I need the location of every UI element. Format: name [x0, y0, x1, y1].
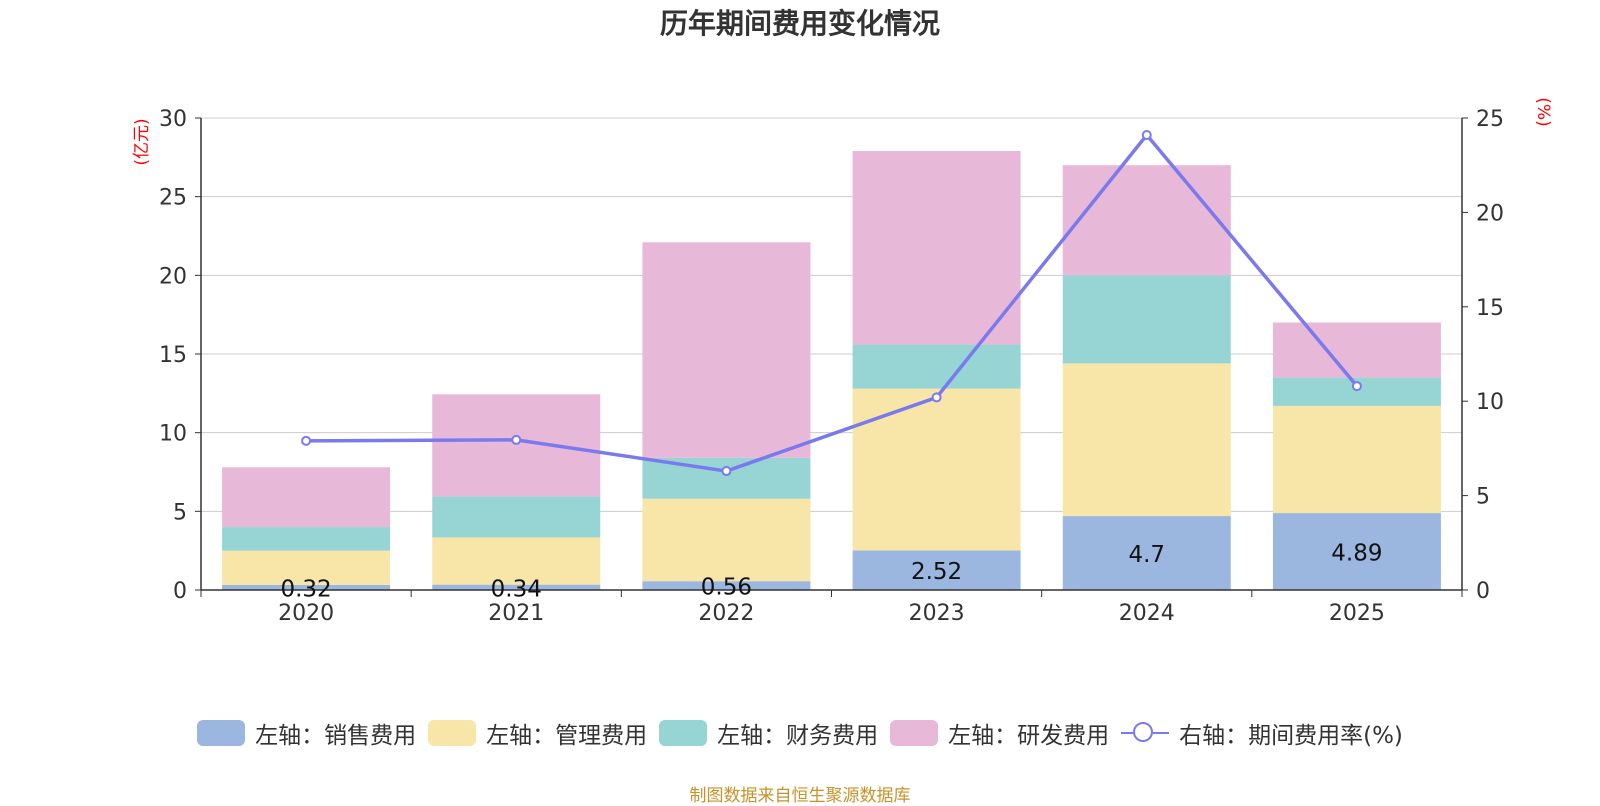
x-tick-label: 2024: [1119, 601, 1175, 626]
y-left-tick-label: 0: [173, 579, 187, 604]
rate-point: [1351, 381, 1362, 392]
y-right-tick-label: 20: [1476, 201, 1504, 226]
y-right-axis-label: (%): [1533, 97, 1553, 126]
bar-segment-0: [1272, 513, 1441, 590]
x-tick-label: 2023: [909, 601, 965, 626]
y-left-tick-label: 30: [159, 107, 187, 132]
x-tick-label: 2022: [698, 601, 754, 626]
bar-value-label: 2.52: [911, 559, 962, 585]
bar-segment-0: [1062, 516, 1231, 590]
legend-swatch-finance: [659, 720, 708, 746]
legend-line-icon: [1121, 720, 1170, 746]
legend-item-rate[interactable]: 右轴：期间费用率(%): [1121, 716, 1403, 750]
rate-point: [301, 435, 312, 446]
y-left-tick-label: 20: [159, 264, 187, 289]
bar-segment-1: [432, 537, 601, 585]
bar-segment-1: [1062, 363, 1231, 517]
rate-point: [931, 392, 942, 403]
bar-segment-2: [642, 457, 811, 499]
y-left-axis-label: (亿元): [132, 118, 152, 165]
legend-label-sales: 左轴：销售费用: [255, 723, 417, 749]
bar-segment-3: [642, 242, 811, 458]
legend-label-rate: 右轴：期间费用率(%): [1179, 723, 1403, 749]
legend-label-admin: 左轴：管理费用: [486, 723, 648, 749]
bar-segment-2: [222, 527, 391, 551]
bar-segment-0: [852, 550, 1021, 590]
legend-item-rnd[interactable]: 左轴：研发费用: [890, 716, 1109, 750]
y-left-tick-label: 15: [159, 343, 187, 368]
legend-swatch-sales: [197, 720, 246, 746]
bar-value-label: 0.34: [491, 576, 542, 602]
y-right-tick-label: 5: [1476, 485, 1490, 510]
bar-value-label: 4.7: [1128, 542, 1165, 568]
bar-segment-1: [852, 388, 1021, 551]
bar-value-label: 4.89: [1331, 541, 1382, 567]
x-tick-label: 2020: [278, 601, 334, 626]
legend-item-finance[interactable]: 左轴：财务费用: [659, 716, 878, 750]
y-left-tick-label: 25: [159, 186, 187, 211]
bar-segment-3: [1272, 322, 1441, 378]
y-left-tick-label: 5: [173, 500, 187, 525]
y-right-tick-label: 10: [1476, 390, 1504, 415]
bar-segment-3: [432, 394, 601, 497]
legend-swatch-rnd: [890, 720, 939, 746]
rate-line: [306, 133, 1359, 473]
bar-segment-3: [1062, 165, 1231, 276]
rate-point: [721, 466, 732, 477]
bar-segment-0: [432, 584, 601, 590]
bar-segment-0: [642, 581, 811, 590]
y-left-tick-label: 10: [159, 422, 187, 447]
bar-segment-3: [852, 151, 1021, 345]
bar-segment-3: [222, 467, 391, 528]
y-right-tick-label: 15: [1476, 296, 1504, 321]
bar-segment-1: [222, 550, 391, 585]
bar-value-label: 0.56: [701, 575, 752, 601]
x-tick-label: 2025: [1329, 601, 1385, 626]
legend-item-sales[interactable]: 左轴：销售费用: [197, 716, 416, 750]
bar-segment-0: [222, 584, 391, 590]
bar-segment-2: [432, 496, 601, 538]
bar-segment-1: [1272, 405, 1441, 514]
bar-segment-2: [852, 344, 1021, 389]
bar-segment-2: [1062, 275, 1231, 364]
y-right-tick-label: 25: [1476, 107, 1504, 132]
legend-item-admin[interactable]: 左轴：管理费用: [428, 716, 647, 750]
bar-segment-1: [642, 498, 811, 582]
x-tick-label: 2021: [488, 601, 544, 626]
legend-label-finance: 左轴：财务费用: [717, 723, 879, 749]
rate-point: [1141, 129, 1152, 140]
chart-title: 历年期间费用变化情况: [659, 7, 940, 40]
y-right-tick-label: 0: [1476, 579, 1490, 604]
legend: 左轴：销售费用 左轴：管理费用 左轴：财务费用 左轴：研发费用 右轴：期间费用率…: [0, 716, 1600, 750]
legend-label-rnd: 左轴：研发费用: [948, 723, 1110, 749]
rate-point: [511, 434, 522, 445]
bar-value-label: 0.32: [280, 576, 331, 602]
legend-swatch-admin: [428, 720, 477, 746]
source-note: 制图数据来自恒生聚源数据库: [689, 786, 911, 806]
